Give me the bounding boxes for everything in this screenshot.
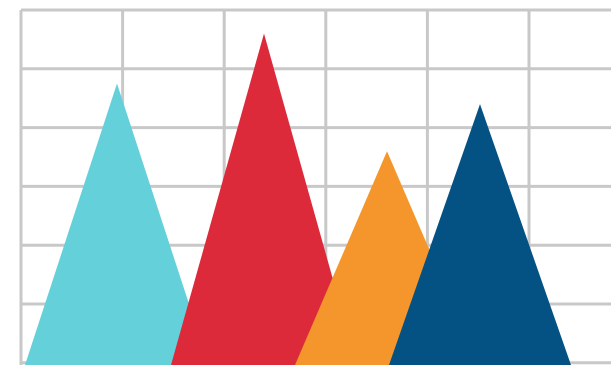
triangle-bar-2 [171, 33, 357, 365]
triangle-bar-4 [389, 104, 571, 365]
triangle-bar-1 [25, 83, 209, 365]
chart-marks [25, 33, 571, 365]
